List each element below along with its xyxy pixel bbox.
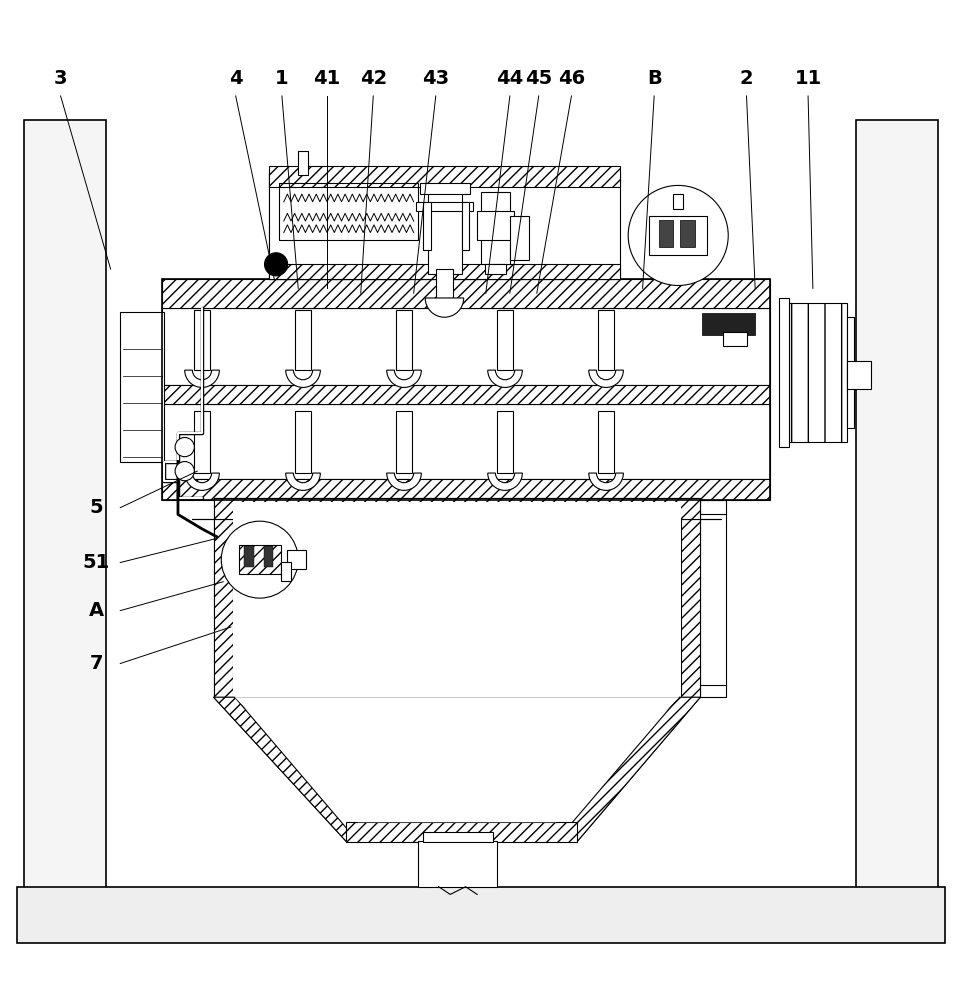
Text: 7: 7	[89, 654, 103, 673]
Bar	[244, 546, 254, 567]
Bar	[423, 202, 431, 250]
Bar	[855, 120, 937, 890]
Bar	[161, 279, 769, 308]
Polygon shape	[213, 697, 357, 842]
Wedge shape	[386, 473, 421, 490]
Wedge shape	[425, 298, 463, 317]
Text: B: B	[646, 69, 661, 88]
Bar	[161, 385, 769, 404]
Bar	[161, 279, 769, 500]
Text: 11: 11	[794, 69, 821, 88]
Bar	[846, 361, 870, 389]
Text: 42: 42	[359, 69, 386, 88]
Polygon shape	[234, 697, 678, 822]
Circle shape	[628, 185, 727, 285]
Bar	[346, 822, 577, 842]
Bar	[269, 173, 394, 279]
Bar	[281, 562, 290, 581]
Bar	[598, 310, 613, 370]
Wedge shape	[487, 473, 522, 490]
Bar	[396, 310, 411, 370]
Bar	[420, 183, 470, 194]
Bar	[17, 887, 944, 943]
Wedge shape	[185, 370, 219, 387]
Bar	[846, 317, 853, 428]
Wedge shape	[588, 370, 623, 387]
Text: 41: 41	[313, 69, 340, 88]
Bar	[269, 166, 620, 187]
Bar	[415, 202, 473, 211]
Text: 1: 1	[275, 69, 288, 88]
Wedge shape	[487, 370, 522, 387]
Text: 45: 45	[525, 69, 552, 88]
Bar	[298, 151, 308, 175]
Bar	[509, 216, 529, 259]
Bar	[673, 194, 682, 209]
Wedge shape	[588, 473, 623, 490]
Circle shape	[175, 437, 194, 457]
Text: 43: 43	[422, 69, 449, 88]
Bar	[778, 298, 788, 447]
Bar	[161, 479, 769, 500]
Bar	[161, 404, 769, 479]
Bar	[279, 183, 418, 240]
Bar	[213, 498, 700, 519]
Bar	[396, 411, 411, 473]
Wedge shape	[285, 473, 320, 490]
Bar	[788, 303, 846, 442]
Bar	[269, 264, 620, 279]
Text: 51: 51	[83, 553, 110, 572]
Circle shape	[175, 462, 194, 481]
Bar	[295, 310, 310, 370]
Bar	[679, 220, 694, 247]
Polygon shape	[555, 697, 700, 842]
Bar	[428, 187, 461, 274]
Wedge shape	[185, 473, 219, 490]
Bar	[194, 411, 209, 473]
Bar	[435, 269, 453, 298]
Bar	[213, 498, 700, 519]
Bar	[461, 202, 469, 250]
Text: 5: 5	[89, 498, 103, 517]
Bar	[194, 310, 209, 370]
Polygon shape	[680, 519, 700, 697]
Bar	[24, 120, 106, 890]
Bar	[484, 264, 505, 274]
Bar	[286, 550, 306, 569]
Text: 44: 44	[496, 69, 523, 88]
Bar	[723, 332, 747, 346]
Circle shape	[264, 253, 287, 276]
Bar	[598, 411, 613, 473]
Text: 3: 3	[54, 69, 67, 88]
Bar	[161, 308, 769, 385]
Bar	[233, 502, 680, 697]
Bar	[477, 211, 513, 240]
Bar	[269, 173, 620, 279]
Wedge shape	[386, 370, 421, 387]
Bar	[295, 411, 310, 473]
Bar	[649, 216, 706, 255]
Bar	[213, 519, 700, 697]
Bar	[418, 841, 497, 887]
Bar	[497, 310, 512, 370]
Text: 2: 2	[739, 69, 752, 88]
Bar	[658, 220, 673, 247]
Bar	[269, 265, 283, 271]
Text: 4: 4	[229, 69, 242, 88]
Polygon shape	[213, 519, 233, 697]
Bar	[263, 546, 273, 567]
Bar	[480, 192, 509, 264]
Circle shape	[221, 521, 298, 598]
Text: A: A	[88, 601, 104, 620]
Bar	[497, 411, 512, 473]
Bar	[702, 313, 754, 335]
Bar	[423, 832, 492, 842]
Bar	[120, 312, 163, 462]
Text: 46: 46	[557, 69, 584, 88]
Bar	[238, 545, 281, 574]
Polygon shape	[213, 697, 700, 842]
Wedge shape	[285, 370, 320, 387]
